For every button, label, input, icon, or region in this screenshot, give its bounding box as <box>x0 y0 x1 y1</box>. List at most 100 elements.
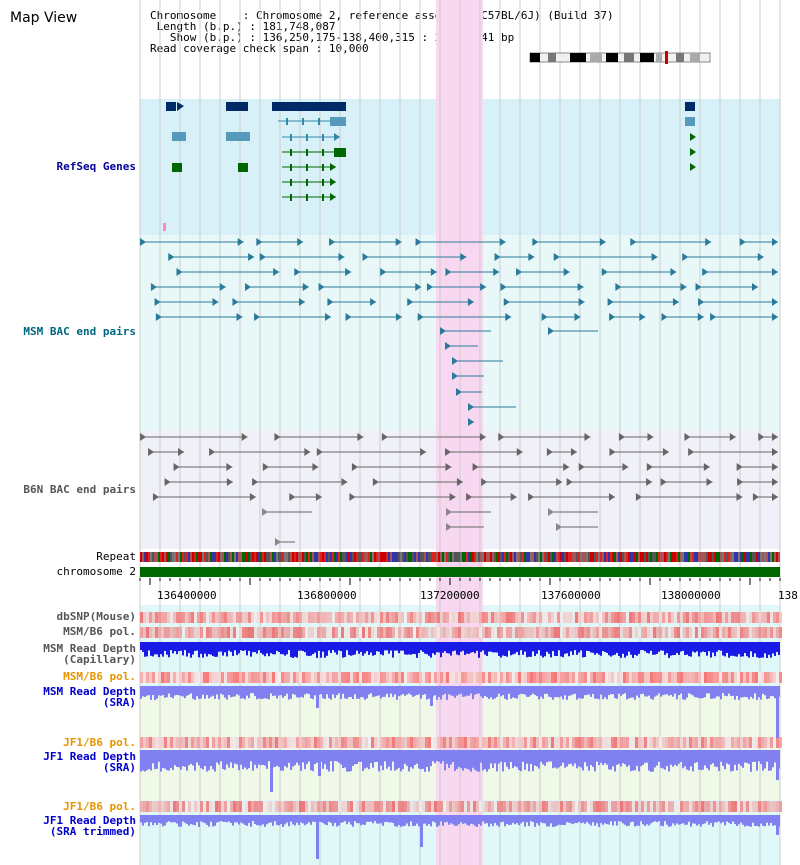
repeat-element <box>232 552 234 562</box>
polymorphism-cell <box>626 672 629 683</box>
bac-end-marker <box>468 403 474 411</box>
polymorphism-cell <box>635 801 638 812</box>
read-depth-bar <box>484 642 486 655</box>
bac-end-marker <box>695 283 702 291</box>
polymorphism-cell <box>557 737 560 748</box>
repeat-element <box>406 552 408 562</box>
read-depth-bar <box>648 815 650 826</box>
read-depth-bar <box>734 750 736 765</box>
read-depth-bar <box>680 686 682 694</box>
read-depth-bar <box>542 815 544 824</box>
repeat-element <box>194 552 196 562</box>
polymorphism-cell <box>680 737 683 748</box>
polymorphism-cell <box>446 737 449 748</box>
read-depth-bar <box>496 815 498 826</box>
polymorphism-cell <box>347 627 350 638</box>
polymorphism-cell <box>401 627 404 638</box>
read-depth-bar <box>754 686 756 694</box>
polymorphism-cell <box>374 612 377 623</box>
read-depth-bar <box>206 815 208 825</box>
read-depth-bar <box>612 815 614 826</box>
polymorphism-cell <box>773 737 776 748</box>
polymorphism-cell <box>164 801 167 812</box>
read-depth-bar <box>726 686 728 697</box>
read-depth-bar <box>488 686 490 700</box>
polymorphism-cell <box>281 627 284 638</box>
read-depth-bar <box>388 686 390 698</box>
gene-block <box>272 102 346 111</box>
polymorphism-cell <box>545 737 548 748</box>
polymorphism-cell <box>254 627 257 638</box>
repeat-element <box>642 552 644 562</box>
read-depth-bar <box>614 642 616 655</box>
polymorphism-cell <box>602 801 605 812</box>
repeat-element <box>362 552 364 562</box>
read-depth-bar <box>654 750 656 768</box>
polymorphism-cell <box>302 612 305 623</box>
polymorphism-cell <box>749 737 752 748</box>
read-depth-bar <box>160 642 162 655</box>
read-depth-bar <box>562 815 564 825</box>
polymorphism-cell <box>308 801 311 812</box>
repeat-element <box>510 552 512 562</box>
polymorphism-cell <box>386 672 389 683</box>
polymorphism-cell <box>317 737 320 748</box>
read-depth-bar <box>652 642 654 655</box>
polymorphism-cell <box>386 737 389 748</box>
polymorphism-cell <box>146 672 149 683</box>
bac-end-marker <box>318 283 325 291</box>
polymorphism-cell <box>452 627 455 638</box>
read-depth-bar <box>266 642 268 654</box>
repeat-element <box>272 552 274 562</box>
polymorphism-cell <box>614 801 617 812</box>
read-depth-bar <box>216 815 218 823</box>
read-depth-bar <box>764 686 766 696</box>
polymorphism-cell <box>716 737 719 748</box>
bac-end-marker <box>467 298 474 306</box>
read-depth-bar <box>462 642 464 651</box>
repeat-element <box>270 552 272 562</box>
read-depth-bar <box>756 750 758 771</box>
polymorphism-cell <box>566 801 569 812</box>
read-depth-bar <box>742 815 744 825</box>
repeat-element <box>200 552 202 562</box>
read-depth-bar <box>570 642 572 652</box>
repeat-element <box>184 552 186 562</box>
read-depth-bar <box>482 750 484 771</box>
read-depth-bar <box>422 686 424 695</box>
polymorphism-cell <box>155 627 158 638</box>
read-depth-bar <box>302 686 304 698</box>
read-depth-bar <box>658 686 660 694</box>
read-depth-bar <box>286 686 288 694</box>
polymorphism-cell <box>677 737 680 748</box>
read-depth-bar <box>380 750 382 766</box>
polymorphism-cell <box>734 801 737 812</box>
bac-end-marker <box>479 433 486 441</box>
polymorphism-cell <box>635 627 638 638</box>
polymorphism-cell <box>722 627 725 638</box>
polymorphism-cell <box>779 737 782 748</box>
polymorphism-cell <box>410 737 413 748</box>
polymorphism-cell <box>167 737 170 748</box>
polymorphism-cell <box>500 612 503 623</box>
read-depth-bar <box>406 815 408 824</box>
read-depth-bar <box>628 815 630 826</box>
polymorphism-cell <box>404 801 407 812</box>
polymorphism-cell <box>722 737 725 748</box>
polymorphism-cell <box>602 737 605 748</box>
read-depth-bar <box>626 642 628 656</box>
ideogram-band <box>530 53 540 62</box>
polymorphism-cell <box>239 801 242 812</box>
polymorphism-cell <box>752 612 755 623</box>
bac-end-marker <box>249 493 256 501</box>
polymorphism-cell <box>725 612 728 623</box>
bac-end-marker <box>556 523 562 531</box>
polymorphism-cell <box>761 612 764 623</box>
polymorphism-cell <box>167 801 170 812</box>
polymorphism-cell <box>470 737 473 748</box>
read-depth-bar <box>532 642 534 652</box>
read-depth-bar <box>468 815 470 826</box>
polymorphism-cell <box>341 627 344 638</box>
polymorphism-cell <box>143 612 146 623</box>
